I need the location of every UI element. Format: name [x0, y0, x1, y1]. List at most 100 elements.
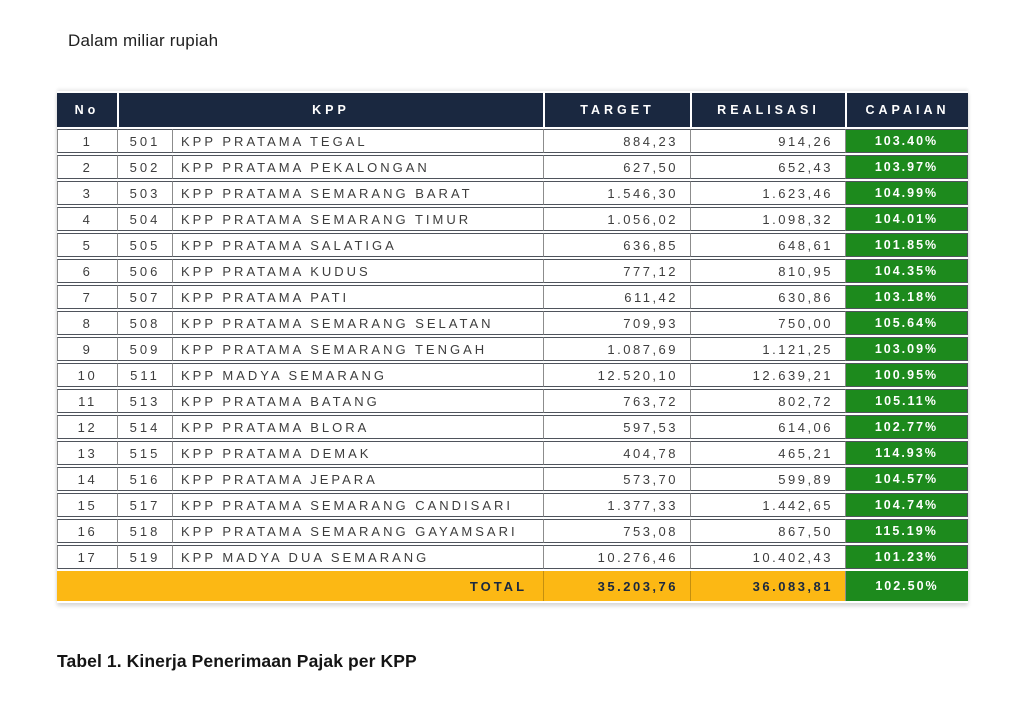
kpp-code-cell: 504 — [117, 207, 172, 231]
row-number-cell: 4 — [57, 207, 117, 231]
row-number-cell: 8 — [57, 311, 117, 335]
realisasi-value-cell: 802,72 — [690, 389, 846, 413]
realisasi-value-cell: 652,43 — [690, 155, 846, 179]
capaian-value-cell: 104.35% — [845, 259, 969, 283]
kpp-code-cell: 507 — [117, 285, 172, 309]
column-header-capaian: CAPAIAN — [845, 93, 969, 127]
table-row: 5 505 KPP PRATAMA SALATIGA 636,85 648,61 101.… — [57, 233, 969, 257]
kpp-name-cell: KPP PRATAMA SEMARANG CANDISARI — [172, 493, 544, 517]
target-value-cell: 10.276,46 — [543, 545, 691, 569]
table-caption: Tabel 1. Kinerja Penerimaan Pajak per KP… — [57, 651, 417, 671]
total-label: TOTAL — [57, 571, 544, 601]
table-body: 1 501 KPP PRATAMA TEGAL 884,23 914,26 103.40%… — [57, 129, 969, 569]
realisasi-value-cell: 810,95 — [690, 259, 846, 283]
column-header-realisasi: REALISASI — [690, 93, 846, 127]
table-row: 3 503 KPP PRATAMA SEMARANG BARAT 1.546,30 1.… — [57, 181, 969, 205]
realisasi-value-cell: 12.639,21 — [690, 363, 846, 387]
kpp-name-cell: KPP PRATAMA SEMARANG GAYAMSARI — [172, 519, 544, 543]
target-value-cell: 404,78 — [543, 441, 691, 465]
capaian-value-cell: 103.18% — [845, 285, 969, 309]
table-row: 13 515 KPP PRATAMA DEMAK 404,78 465,21 114.93… — [57, 441, 969, 465]
table-row: 6 506 KPP PRATAMA KUDUS 777,12 810,95 104.35% — [57, 259, 969, 283]
row-number-cell: 7 — [57, 285, 117, 309]
table-header: No KPP TARGET REALISASI CAPAIAN — [57, 93, 969, 127]
capaian-value-cell: 114.93% — [845, 441, 969, 465]
realisasi-value-cell: 867,50 — [690, 519, 846, 543]
target-value-cell: 753,08 — [543, 519, 691, 543]
kpp-name-cell: KPP MADYA DUA SEMARANG — [172, 545, 544, 569]
table-row: 12 514 KPP PRATAMA BLORA 597,53 614,06 102.77… — [57, 415, 969, 439]
realisasi-value-cell: 1.121,25 — [690, 337, 846, 361]
table-row: 17 519 KPP MADYA DUA SEMARANG 10.276,46 10.4… — [57, 545, 969, 569]
realisasi-value-cell: 599,89 — [690, 467, 846, 491]
kpp-code-cell: 508 — [117, 311, 172, 335]
target-value-cell: 573,70 — [543, 467, 691, 491]
capaian-value-cell: 104.57% — [845, 467, 969, 491]
target-value-cell: 611,42 — [543, 285, 691, 309]
table-row: 16 518 KPP PRATAMA SEMARANG GAYAMSARI 753,0… — [57, 519, 969, 543]
target-value-cell: 627,50 — [543, 155, 691, 179]
capaian-value-cell: 115.19% — [845, 519, 969, 543]
kpp-name-cell: KPP PRATAMA BATANG — [172, 389, 544, 413]
target-value-cell: 12.520,10 — [543, 363, 691, 387]
realisasi-value-cell: 630,86 — [690, 285, 846, 309]
total-target: 35.203,76 — [543, 571, 691, 601]
target-value-cell: 1.546,30 — [543, 181, 691, 205]
row-number-cell: 14 — [57, 467, 117, 491]
row-number-cell: 16 — [57, 519, 117, 543]
row-number-cell: 5 — [57, 233, 117, 257]
target-value-cell: 1.087,69 — [543, 337, 691, 361]
unit-note: Dalam miliar rupiah — [68, 31, 219, 50]
table-row: 10 511 KPP MADYA SEMARANG 12.520,10 12.639,2… — [57, 363, 969, 387]
table-row: 8 508 KPP PRATAMA SEMARANG SELATAN 709,93 75… — [57, 311, 969, 335]
kpp-name-cell: KPP PRATAMA SALATIGA — [172, 233, 544, 257]
kpp-code-cell: 517 — [117, 493, 172, 517]
kpp-name-cell: KPP PRATAMA SEMARANG TIMUR — [172, 207, 544, 231]
target-value-cell: 709,93 — [543, 311, 691, 335]
table-row: 9 509 KPP PRATAMA SEMARANG TENGAH 1.087,69 1… — [57, 337, 969, 361]
capaian-value-cell: 104.74% — [845, 493, 969, 517]
table-footer: TOTAL 35.203,76 36.083,81 102.50% — [57, 571, 969, 601]
kpp-name-cell: KPP MADYA SEMARANG — [172, 363, 544, 387]
target-value-cell: 763,72 — [543, 389, 691, 413]
column-header-kpp: KPP — [117, 93, 544, 127]
row-number-cell: 2 — [57, 155, 117, 179]
realisasi-value-cell: 1.623,46 — [690, 181, 846, 205]
row-number-cell: 1 — [57, 129, 117, 153]
row-number-cell: 17 — [57, 545, 117, 569]
kpp-name-cell: KPP PRATAMA BLORA — [172, 415, 544, 439]
row-number-cell: 15 — [57, 493, 117, 517]
capaian-value-cell: 102.77% — [845, 415, 969, 439]
capaian-value-cell: 104.01% — [845, 207, 969, 231]
kpp-name-cell: KPP PRATAMA DEMAK — [172, 441, 544, 465]
capaian-value-cell: 101.23% — [845, 545, 969, 569]
table-row: 4 504 KPP PRATAMA SEMARANG TIMUR 1.056,02 1.… — [57, 207, 969, 231]
kpp-code-cell: 519 — [117, 545, 172, 569]
row-number-cell: 12 — [57, 415, 117, 439]
target-value-cell: 636,85 — [543, 233, 691, 257]
kpp-name-cell: KPP PRATAMA SEMARANG TENGAH — [172, 337, 544, 361]
kpp-code-cell: 509 — [117, 337, 172, 361]
kpp-name-cell: KPP PRATAMA TEGAL — [172, 129, 544, 153]
kpp-code-cell: 514 — [117, 415, 172, 439]
capaian-value-cell: 100.95% — [845, 363, 969, 387]
kpp-code-cell: 502 — [117, 155, 172, 179]
column-header-no: No — [57, 93, 117, 127]
realisasi-value-cell: 750,00 — [690, 311, 846, 335]
table-row: 1 501 KPP PRATAMA TEGAL 884,23 914,26 103.40% — [57, 129, 969, 153]
row-number-cell: 13 — [57, 441, 117, 465]
realisasi-value-cell: 648,61 — [690, 233, 846, 257]
total-realisasi: 36.083,81 — [690, 571, 846, 601]
kpp-code-cell: 503 — [117, 181, 172, 205]
capaian-value-cell: 103.09% — [845, 337, 969, 361]
table-row: 11 513 KPP PRATAMA BATANG 763,72 802,72 105.1… — [57, 389, 969, 413]
capaian-value-cell: 103.97% — [845, 155, 969, 179]
kpp-code-cell: 511 — [117, 363, 172, 387]
target-value-cell: 777,12 — [543, 259, 691, 283]
capaian-value-cell: 103.40% — [845, 129, 969, 153]
capaian-value-cell: 101.85% — [845, 233, 969, 257]
table-row: 14 516 KPP PRATAMA JEPARA 573,70 599,89 104.5… — [57, 467, 969, 491]
table-row: 7 507 KPP PRATAMA PATI 611,42 630,86 103.18% — [57, 285, 969, 309]
kpp-name-cell: KPP PRATAMA SEMARANG SELATAN — [172, 311, 544, 335]
row-number-cell: 9 — [57, 337, 117, 361]
